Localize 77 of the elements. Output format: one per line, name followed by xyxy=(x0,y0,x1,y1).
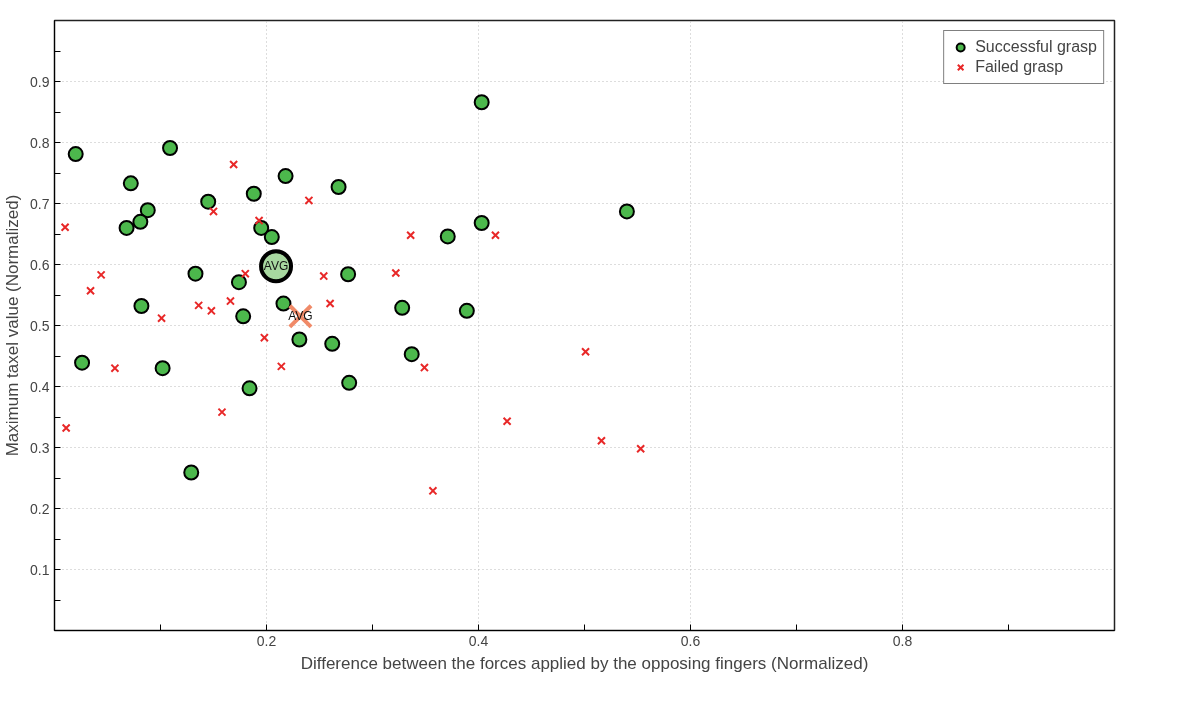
point xyxy=(325,299,335,309)
point xyxy=(263,229,280,246)
y-tick-label: 0.3 xyxy=(30,439,50,456)
point xyxy=(324,335,341,352)
point xyxy=(473,215,490,232)
y-tick-label: 0.8 xyxy=(30,134,50,151)
point xyxy=(187,265,204,282)
point xyxy=(330,179,347,196)
point xyxy=(439,228,456,245)
point xyxy=(304,195,314,205)
point xyxy=(206,306,216,316)
point xyxy=(133,297,150,314)
annotation: AVG xyxy=(263,259,289,274)
y-tick-label: 0.9 xyxy=(30,73,50,90)
point xyxy=(235,308,252,325)
y-tick-label: 0.4 xyxy=(30,378,50,395)
point xyxy=(162,140,179,156)
y-tick-label: 0.7 xyxy=(30,195,50,212)
point xyxy=(277,168,294,185)
point xyxy=(490,230,500,240)
point xyxy=(240,269,250,279)
point xyxy=(618,203,635,220)
x-tick-label: 0.8 xyxy=(892,632,913,649)
point xyxy=(419,363,429,373)
x-tick-label: 0.2 xyxy=(256,632,277,649)
point xyxy=(217,407,227,417)
point xyxy=(96,270,106,280)
point xyxy=(319,271,329,281)
point xyxy=(596,436,606,446)
point xyxy=(259,333,269,343)
point xyxy=(428,486,438,496)
point xyxy=(74,354,91,371)
point xyxy=(406,230,416,240)
point xyxy=(132,213,149,230)
point xyxy=(118,219,135,236)
y-axis-title: Maximum taxel value (Normalized) xyxy=(3,194,23,457)
point xyxy=(275,295,292,312)
point xyxy=(291,331,308,348)
y-tick-label: 0.6 xyxy=(30,256,50,273)
point xyxy=(139,202,156,219)
point xyxy=(394,299,411,316)
point xyxy=(230,274,247,291)
legend-label: Successful grasp xyxy=(975,38,1097,56)
point xyxy=(60,222,70,232)
x-tick-label: 0.4 xyxy=(468,632,489,649)
point xyxy=(403,346,420,363)
point xyxy=(502,416,512,426)
point xyxy=(254,216,264,226)
x-tick-label: 0.6 xyxy=(680,632,701,649)
point xyxy=(225,296,235,306)
point xyxy=(61,423,71,433)
point xyxy=(110,363,120,373)
point xyxy=(194,300,204,310)
point xyxy=(340,266,357,283)
point xyxy=(67,146,84,163)
point xyxy=(122,175,139,192)
point xyxy=(154,360,171,377)
point xyxy=(208,206,219,216)
point xyxy=(636,444,646,454)
point xyxy=(157,313,167,323)
y-tick-label: 0.2 xyxy=(30,500,50,517)
point xyxy=(229,159,239,169)
point xyxy=(391,268,401,278)
point xyxy=(245,185,262,202)
point xyxy=(200,193,217,210)
point xyxy=(276,361,286,371)
point xyxy=(341,374,358,391)
point xyxy=(473,94,490,111)
point xyxy=(183,464,200,481)
y-tick-label: 0.5 xyxy=(30,317,50,334)
legend-label: Failed grasp xyxy=(975,58,1064,76)
point xyxy=(581,347,591,357)
point xyxy=(86,286,96,296)
y-tick-label: 0.1 xyxy=(30,561,50,578)
point xyxy=(241,380,258,397)
point xyxy=(458,302,475,319)
x-axis-title: Difference between the forces applied by the opposing fingers (Normalized) xyxy=(300,653,869,673)
